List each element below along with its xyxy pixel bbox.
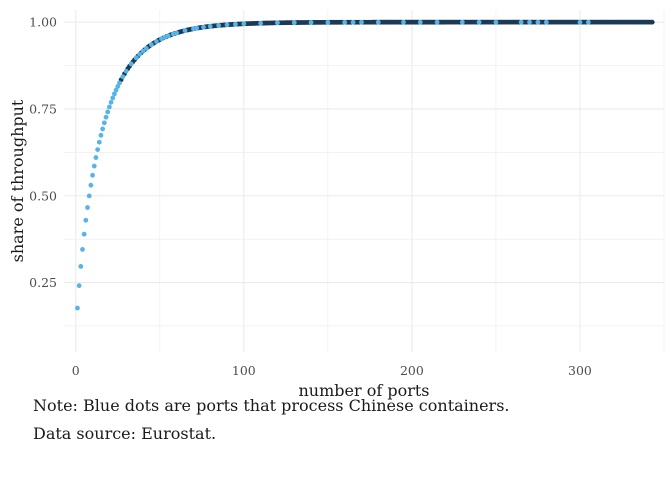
x-tick-label: 0 bbox=[72, 363, 80, 378]
chinese-port-point bbox=[96, 139, 102, 145]
y-tick-label: 0.25 bbox=[29, 275, 57, 290]
chinese-port-point bbox=[80, 247, 85, 252]
chinese-port-point bbox=[224, 22, 230, 28]
chinese-port-point bbox=[585, 19, 591, 25]
chinese-port-point bbox=[101, 120, 107, 126]
chinese-port-point bbox=[527, 19, 532, 25]
x-tick-label: 300 bbox=[568, 363, 592, 378]
chinese-port-point bbox=[325, 19, 331, 25]
chinese-port-point bbox=[90, 172, 95, 178]
chinese-port-point bbox=[342, 19, 348, 25]
chinese-port-point bbox=[258, 20, 264, 26]
chinese-port-point bbox=[137, 51, 143, 57]
x-tick-label: 100 bbox=[232, 363, 256, 378]
chinese-port-point bbox=[103, 114, 109, 120]
chinese-port-point bbox=[85, 205, 90, 210]
chinese-port-point bbox=[106, 104, 112, 110]
chinese-port-point bbox=[105, 109, 111, 115]
chinese-port-point bbox=[543, 19, 549, 25]
note-text: Note: Blue dots are ports that process C… bbox=[33, 396, 510, 415]
chinese-port-point bbox=[113, 87, 119, 93]
port-point bbox=[649, 19, 655, 25]
chinese-port-point bbox=[93, 155, 99, 160]
chinese-port-point bbox=[75, 305, 80, 311]
chinese-port-point bbox=[174, 30, 180, 36]
chinese-port-point bbox=[165, 33, 171, 39]
chinese-port-point bbox=[120, 74, 126, 80]
chinese-port-point bbox=[143, 45, 149, 51]
chinese-port-point bbox=[76, 283, 82, 289]
chinese-port-point bbox=[95, 147, 101, 153]
chinese-port-point bbox=[81, 231, 87, 237]
chinese-port-point bbox=[493, 19, 499, 25]
y-axis-title: share of throughput bbox=[8, 99, 27, 262]
chinese-port-point bbox=[459, 19, 465, 25]
chinese-port-point bbox=[112, 91, 117, 97]
data-source-text: Data source: Eurostat. bbox=[33, 424, 217, 443]
y-tick-label: 0.50 bbox=[29, 188, 57, 203]
chinese-port-point bbox=[518, 19, 524, 25]
chinese-port-point bbox=[128, 61, 134, 67]
chinese-port-point bbox=[194, 25, 200, 31]
chinese-port-point bbox=[91, 163, 97, 169]
chinese-port-point bbox=[117, 80, 122, 86]
chinese-port-point bbox=[140, 48, 146, 54]
chinese-port-point bbox=[241, 21, 247, 27]
chinese-port-point bbox=[275, 20, 280, 26]
chinese-port-point bbox=[133, 55, 139, 61]
chinese-port-point bbox=[359, 19, 364, 25]
data-points bbox=[75, 19, 655, 311]
chinese-port-point bbox=[148, 42, 154, 48]
y-axis-ticks: 0.25 0.50 0.75 1.00 bbox=[29, 15, 57, 290]
chinese-port-point bbox=[182, 28, 188, 33]
y-tick-label: 0.75 bbox=[29, 101, 57, 116]
chinese-port-point bbox=[78, 264, 84, 269]
chinese-port-point bbox=[100, 126, 106, 132]
chinese-port-point bbox=[108, 99, 114, 105]
chinese-port-point bbox=[88, 182, 94, 188]
chinese-port-point bbox=[308, 20, 314, 25]
chinese-port-point bbox=[434, 19, 440, 25]
chinese-port-point bbox=[98, 132, 104, 138]
chinese-port-point bbox=[417, 19, 423, 25]
x-axis-title: number of ports bbox=[298, 381, 429, 400]
chinese-port-point bbox=[535, 19, 541, 25]
chinese-port-point bbox=[233, 21, 238, 27]
chinese-port-point bbox=[207, 23, 213, 29]
chinese-port-point bbox=[577, 19, 583, 25]
chinese-port-point bbox=[216, 23, 222, 28]
chinese-port-point bbox=[401, 19, 406, 25]
chinese-port-point bbox=[123, 68, 129, 74]
chinese-port-point bbox=[350, 19, 356, 25]
throughput-scatter-chart: 0 100 200 300 0.25 0.50 0.75 1.00 number of po… bbox=[8, 10, 665, 400]
x-axis-ticks: 0 100 200 300 bbox=[72, 363, 592, 378]
chinese-port-point bbox=[83, 217, 89, 223]
chinese-port-point bbox=[110, 95, 116, 101]
chinese-port-point bbox=[476, 19, 482, 25]
grid-lines bbox=[64, 10, 665, 352]
chinese-port-point bbox=[375, 19, 381, 25]
chinese-port-point bbox=[154, 39, 159, 44]
chinese-port-point bbox=[86, 193, 92, 199]
chinese-port-point bbox=[291, 20, 297, 25]
x-tick-label: 200 bbox=[400, 363, 424, 378]
chinese-port-point bbox=[201, 24, 206, 30]
y-tick-label: 1.00 bbox=[29, 15, 57, 30]
